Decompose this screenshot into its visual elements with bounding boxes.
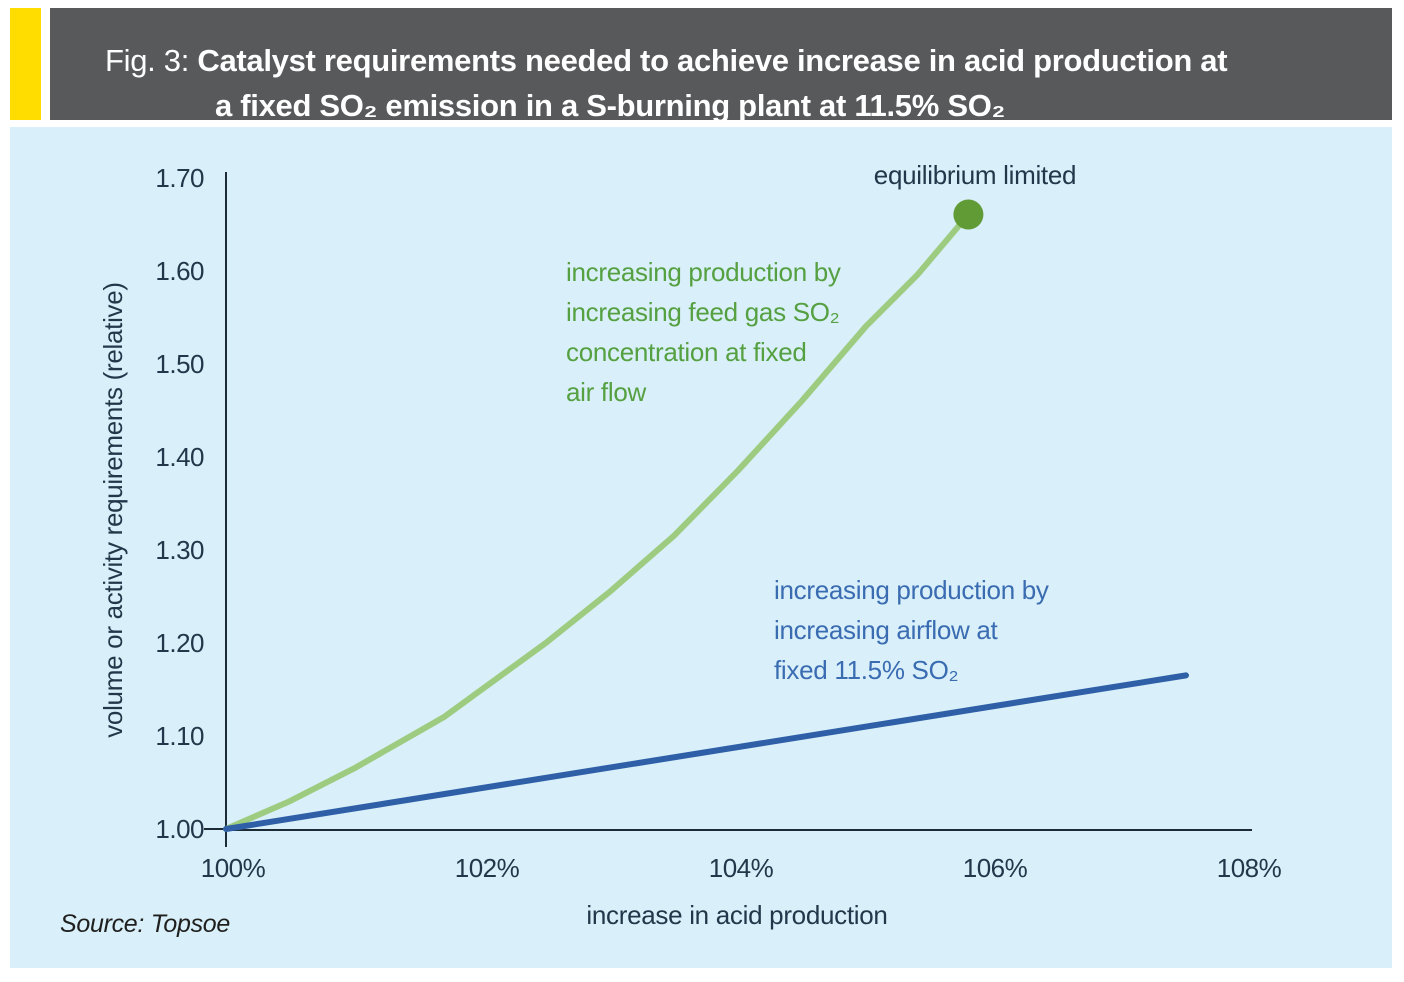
- x-tick-label: 102%: [454, 853, 520, 883]
- figure-header-bar: Fig. 3: Catalyst requirements needed to …: [50, 8, 1392, 123]
- x-tick-label: 104%: [708, 853, 774, 883]
- y-axis-title: volume or activity requirements (relativ…: [98, 282, 128, 738]
- y-tick-label: 1.20: [155, 628, 204, 658]
- y-tick-label: 1.30: [155, 535, 204, 565]
- yellow-accent-block: [10, 8, 41, 120]
- figure-title-line1: Fig. 3: Catalyst requirements needed to …: [105, 38, 1228, 83]
- y-tick-label: 1.10: [155, 721, 204, 751]
- source-credit: Source: Topsoe: [60, 910, 230, 938]
- blue-series-annotation: increasing production by increasing airf…: [774, 575, 1049, 685]
- y-tick-label: 1.40: [155, 442, 204, 472]
- y-tick-label: 1.50: [155, 349, 204, 379]
- green-series-annotation: increasing production by increasing feed…: [566, 257, 841, 407]
- figure-title: Fig. 3: Catalyst requirements needed to …: [105, 38, 1228, 128]
- blue-series-line: [223, 672, 1189, 832]
- x-tick-label: 108%: [1216, 853, 1282, 883]
- equilibrium-point-marker: [953, 199, 984, 230]
- x-tick-label: 100%: [200, 853, 266, 883]
- x-tick-label: 106%: [962, 853, 1028, 883]
- x-axis-title: increase in acid production: [586, 900, 888, 930]
- figure-title-text2: a fixed SO₂ emission in a S-burning plan…: [215, 88, 1005, 123]
- figure-number-label: Fig. 3:: [105, 43, 190, 78]
- y-tick-label: 1.00: [155, 814, 204, 844]
- y-tick-label: 1.70: [155, 163, 204, 193]
- green-series-line: [223, 211, 972, 832]
- equilibrium-limited-label: equilibrium limited: [873, 160, 1077, 190]
- figure-title-text1: Catalyst requirements needed to achieve …: [197, 43, 1228, 78]
- y-tick-label: 1.60: [155, 256, 204, 286]
